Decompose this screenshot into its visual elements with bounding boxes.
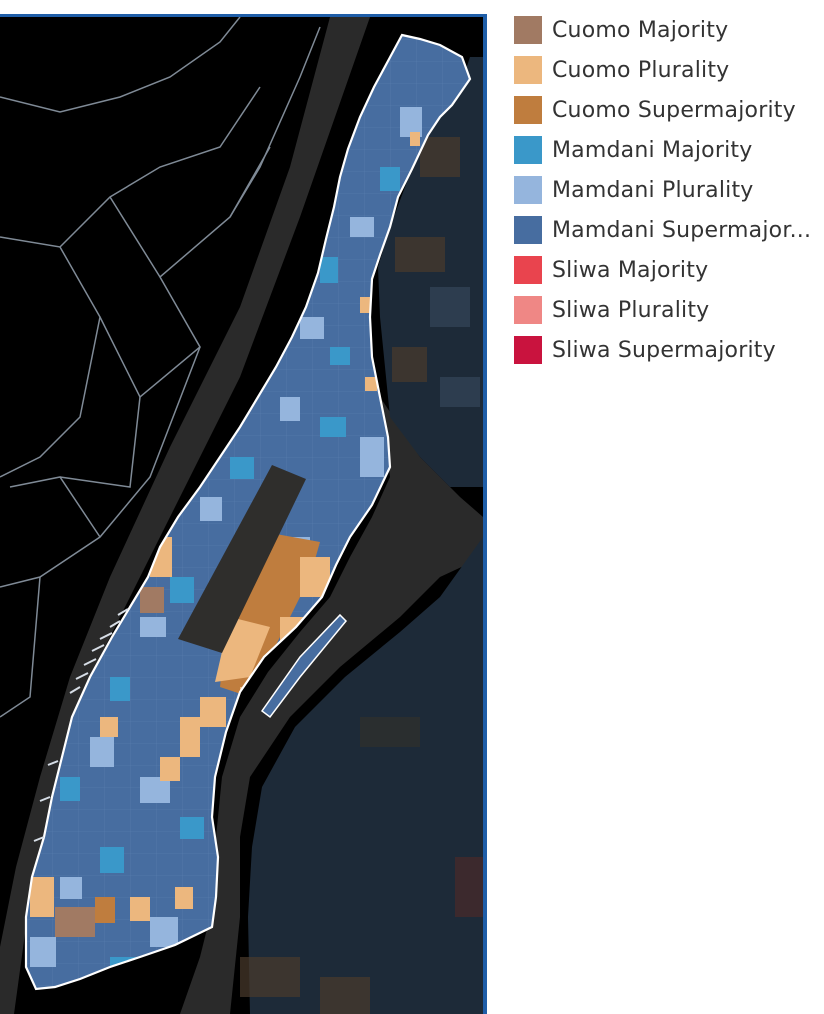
legend-label: Mamdani Plurality bbox=[552, 177, 754, 203]
bronx-precincts bbox=[392, 137, 480, 407]
legend-item-sliwa-supermajority[interactable]: Sliwa Supermajority bbox=[514, 330, 824, 370]
legend-label: Sliwa Majority bbox=[552, 257, 709, 283]
legend-swatch bbox=[514, 176, 542, 204]
legend-label: Mamdani Majority bbox=[552, 137, 753, 163]
legend-swatch bbox=[514, 296, 542, 324]
legend-label: Sliwa Supermajority bbox=[552, 337, 776, 363]
legend-item-cuomo-supermajority[interactable]: Cuomo Supermajority bbox=[514, 90, 824, 130]
roosevelt-island bbox=[260, 613, 348, 719]
legend-swatch bbox=[514, 16, 542, 44]
central-park bbox=[178, 465, 306, 653]
legend-swatch bbox=[514, 256, 542, 284]
queens-area bbox=[248, 537, 483, 1014]
legend-item-sliwa-plurality[interactable]: Sliwa Plurality bbox=[514, 290, 824, 330]
map-canvas[interactable] bbox=[0, 17, 483, 1014]
hudson-piers bbox=[33, 608, 129, 842]
legend-item-sliwa-majority[interactable]: Sliwa Majority bbox=[514, 250, 824, 290]
hudson-river bbox=[0, 17, 370, 1014]
legend-label: Sliwa Plurality bbox=[552, 297, 710, 323]
brooklyn-precincts bbox=[240, 717, 483, 1014]
mamdani-precinct-patches bbox=[30, 107, 422, 977]
legend-item-mamdani-majority[interactable]: Mamdani Majority bbox=[514, 130, 824, 170]
legend-item-mamdani-supermajority[interactable]: Mamdani Supermajor... bbox=[514, 210, 824, 250]
legend-item-cuomo-plurality[interactable]: Cuomo Plurality bbox=[514, 50, 824, 90]
new-jersey-boundaries bbox=[0, 17, 321, 718]
legend-swatch bbox=[514, 56, 542, 84]
legend-swatch bbox=[514, 336, 542, 364]
legend-label: Cuomo Majority bbox=[552, 17, 729, 43]
map-viewport[interactable] bbox=[0, 14, 487, 1014]
map-legend: Cuomo Majority Cuomo Plurality Cuomo Sup… bbox=[514, 10, 824, 370]
legend-swatch bbox=[514, 216, 542, 244]
east-river bbox=[180, 397, 483, 1014]
legend-item-cuomo-majority[interactable]: Cuomo Majority bbox=[514, 10, 824, 50]
legend-swatch bbox=[514, 96, 542, 124]
legend-label: Mamdani Supermajor... bbox=[552, 217, 812, 243]
legend-item-mamdani-plurality[interactable]: Mamdani Plurality bbox=[514, 170, 824, 210]
legend-swatch bbox=[514, 136, 542, 164]
legend-label: Cuomo Plurality bbox=[552, 57, 730, 83]
legend-label: Cuomo Supermajority bbox=[552, 97, 796, 123]
